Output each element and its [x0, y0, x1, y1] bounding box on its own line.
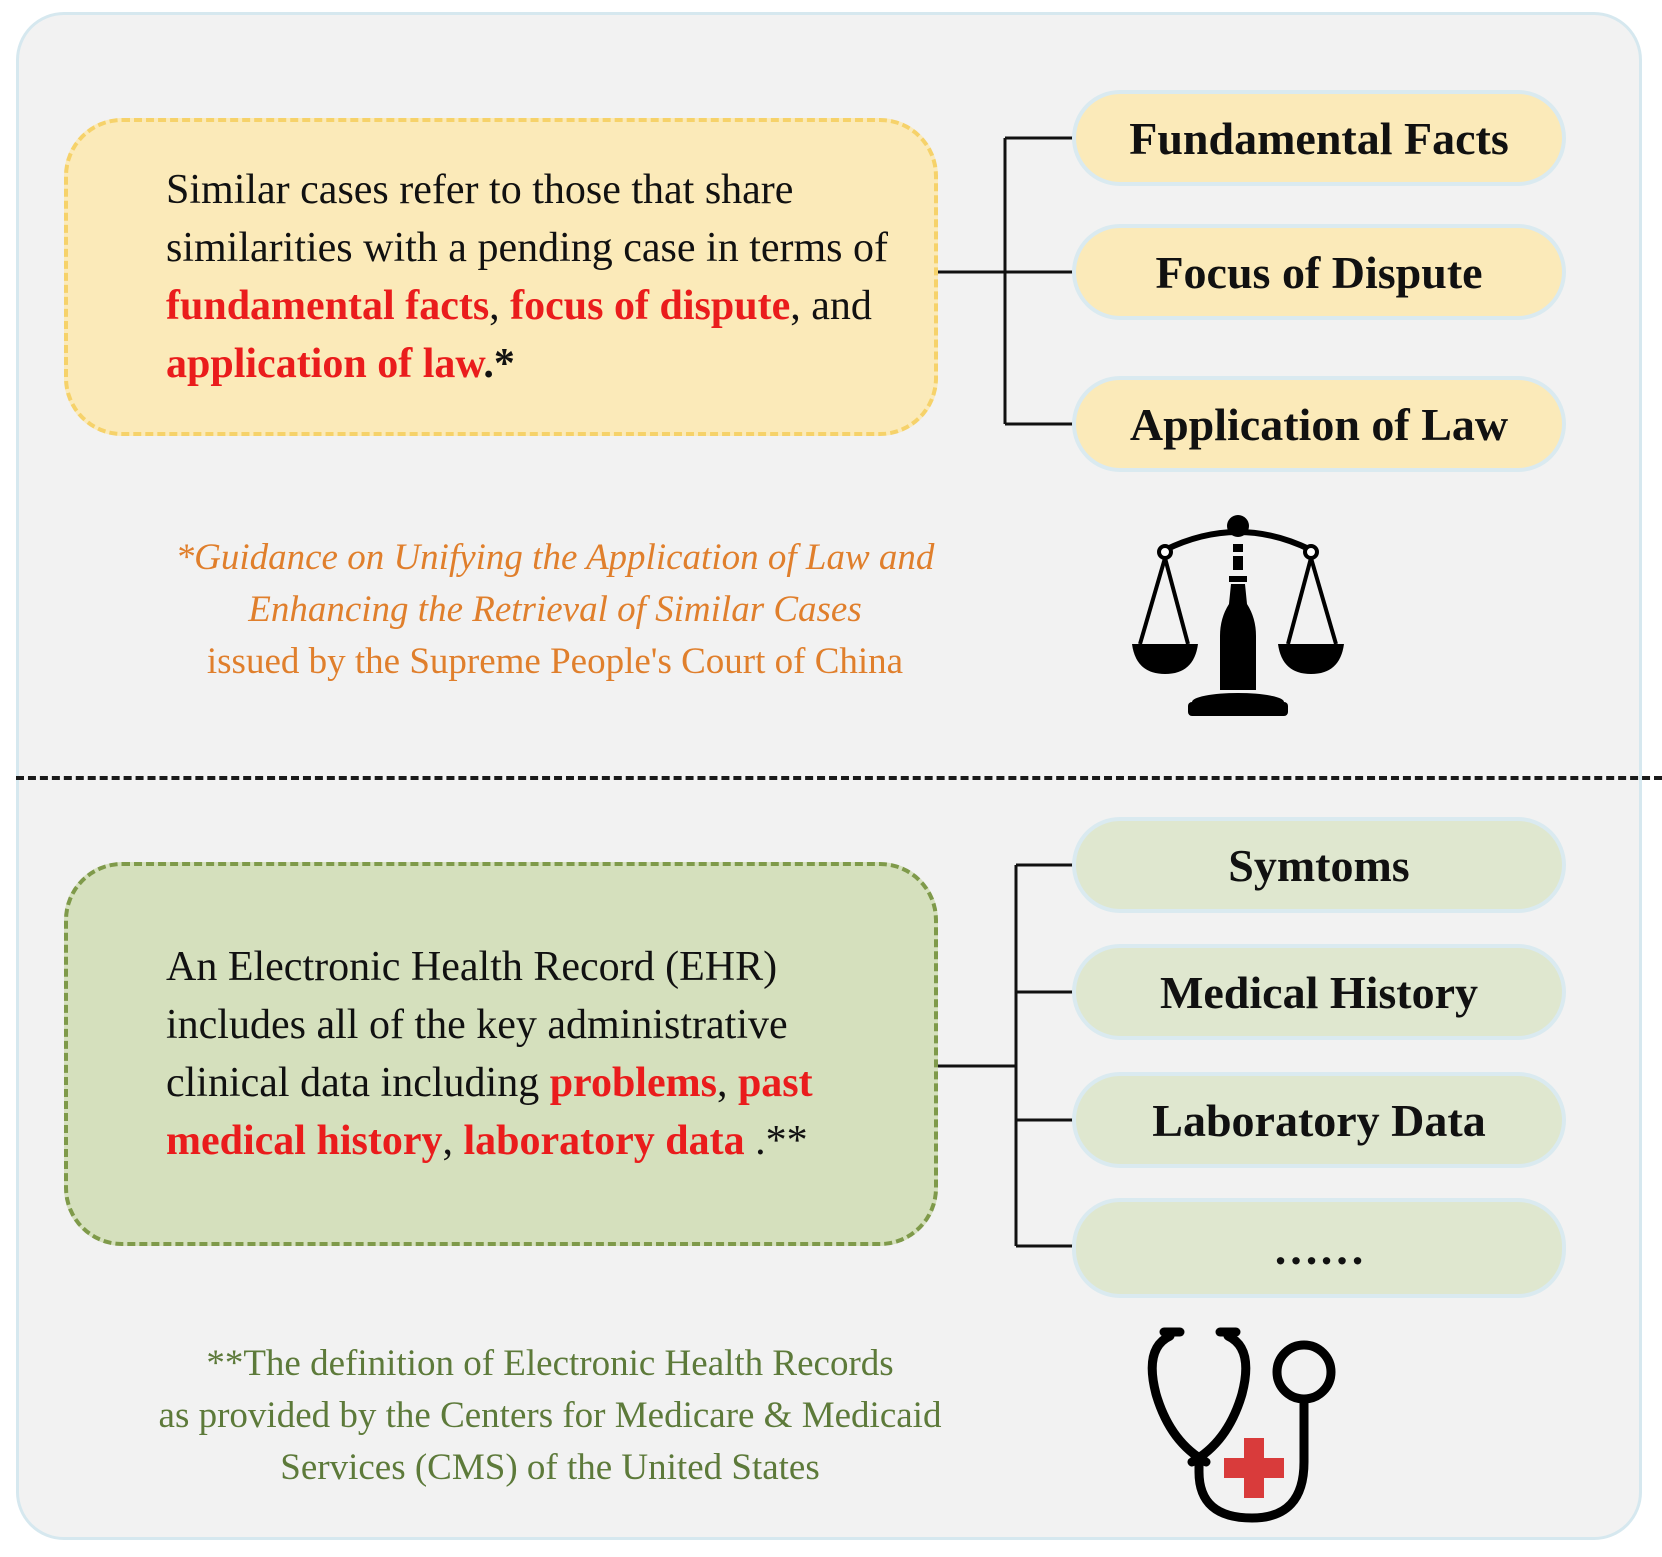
pill-medical-history: Medical History	[1072, 944, 1566, 1040]
law-source-note: *Guidance on Unifying the Application of…	[60, 532, 1050, 688]
red-cross-icon	[1224, 1438, 1284, 1498]
scales-of-justice-icon	[1132, 515, 1344, 716]
pill-symtoms: Symtoms	[1072, 817, 1566, 913]
law-note-line3: issued by the Supreme People's Court of …	[206, 641, 904, 682]
pill-focus-of-dispute: Focus of Dispute	[1072, 224, 1566, 320]
pill-more-ellipsis: ……	[1072, 1198, 1566, 1298]
section-divider	[16, 776, 1662, 780]
pill-fundamental-facts: Fundamental Facts	[1072, 90, 1566, 186]
ehr-definition-text: An Electronic Health Record (EHR) includ…	[166, 944, 813, 1164]
ehr-note-line3: Services (CMS) of the United States	[280, 1447, 820, 1488]
pill-laboratory-data: Laboratory Data	[1072, 1072, 1566, 1168]
stethoscope-icon	[1147, 1327, 1336, 1523]
pill-application-of-law: Application of Law	[1072, 376, 1566, 472]
law-note-line1: *Guidance on Unifying the Application of…	[175, 537, 935, 578]
ehr-note-line2: as provided by the Centers for Medicare …	[158, 1395, 942, 1436]
law-definition-box: Similar cases refer to those that share …	[64, 118, 938, 436]
law-definition-text: Similar cases refer to those that share …	[166, 167, 888, 387]
law-note-line2: Enhancing the Retrieval of Similar Cases	[248, 589, 862, 630]
ehr-definition-box: An Electronic Health Record (EHR) includ…	[64, 862, 938, 1246]
ehr-source-note: **The definition of Electronic Health Re…	[40, 1338, 1060, 1494]
ehr-note-line1: **The definition of Electronic Health Re…	[206, 1343, 894, 1384]
